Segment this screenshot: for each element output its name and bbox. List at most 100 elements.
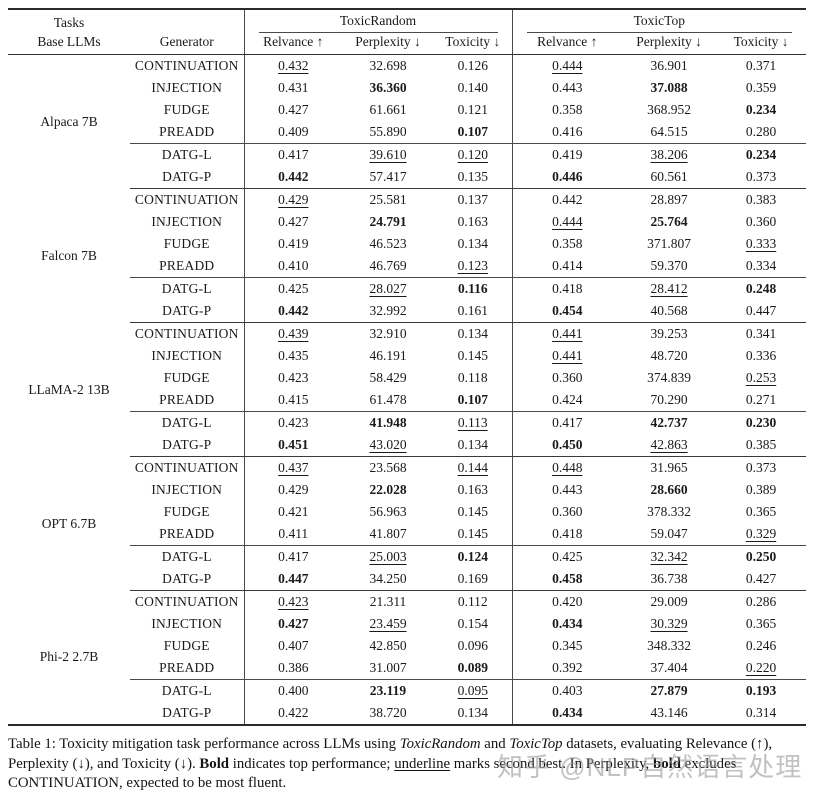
generator-name: INJECTION	[151, 616, 223, 631]
metric-value: 0.392	[511, 657, 623, 680]
metric-value: 0.120	[434, 143, 513, 166]
metric-value: 0.427	[243, 211, 342, 233]
table-row: PREADD 0.409 55.890 0.107 0.416 64.515 0.280	[8, 121, 806, 144]
metric-value: 0.145	[457, 348, 488, 363]
metric-value: 0.193	[716, 679, 807, 702]
metric-value: 0.443	[511, 77, 623, 99]
table-row: DATG-L 0.417 39.610 0.120 0.419 38.206 0.234	[8, 143, 807, 166]
metric-value: 70.290	[650, 392, 688, 407]
metric-value: 0.314	[745, 705, 777, 720]
metric-value: 0.451	[243, 434, 342, 457]
generator-name: CONTINUATION	[134, 192, 239, 207]
header-row-columns: Base LLMs Generator Relvance ↑ Perplexit…	[8, 33, 807, 55]
metric-value: 0.427	[243, 613, 342, 635]
metric-value: 0.447	[243, 568, 342, 591]
table-row: LLaMA-2 13B CONTINUATION 0.439 32.910 0.134 0…	[8, 322, 806, 397]
metric-value: 0.234	[716, 143, 807, 166]
metric-value: 25.581	[369, 192, 407, 207]
generator-name: FUDGE	[163, 236, 210, 251]
metric-value: 55.890	[369, 124, 407, 139]
metric-value: 0.419	[243, 233, 342, 255]
metric-value: 32.342	[622, 545, 717, 568]
metric-value: 36.360	[369, 80, 407, 95]
caption-segment: and	[480, 736, 510, 752]
table-caption: Table 1: Toxicity mitigation task perfor…	[8, 735, 806, 794]
metric-value: 0.271	[745, 392, 777, 407]
metric-value: 0.360	[745, 214, 777, 229]
generator-name: DATG-P	[162, 705, 212, 720]
metric-value: 39.610	[342, 143, 434, 166]
metric-value: 0.450	[511, 434, 623, 457]
metric-value: 0.230	[716, 411, 807, 434]
generator-name: PREADD	[159, 124, 215, 139]
metric-value: 0.425	[511, 545, 623, 568]
metric-value: 0.360	[511, 501, 623, 523]
generator-name: PREADD	[159, 392, 215, 407]
metric-value: 0.443	[511, 479, 623, 501]
metric-value: 28.027	[342, 277, 434, 300]
metric-value: 0.417	[243, 545, 342, 568]
metric-value: 0.360	[511, 367, 623, 389]
metric-value: 0.336	[745, 348, 777, 363]
header-spacer	[130, 9, 244, 33]
metric-value: 57.417	[342, 166, 434, 189]
metric-value: 0.386	[243, 657, 342, 680]
metric-value: 0.424	[511, 389, 623, 412]
metric-value: 0.383	[745, 192, 777, 207]
header-perplexity-toxicrandom: Perplexity ↓	[342, 33, 434, 55]
caption-segment: Bold	[199, 755, 230, 772]
metric-value: 0.418	[511, 277, 623, 300]
metric-value: 0.145	[457, 504, 488, 519]
table-row: PREADD 0.410 46.769 0.123 0.414 59.370 0.334	[8, 255, 806, 278]
metric-value: 61.478	[369, 392, 407, 407]
metric-value: 0.421	[243, 501, 342, 523]
metric-value: 0.415	[243, 389, 342, 412]
header-row-groups: Tasks ToxicRandom ToxicTop	[8, 9, 807, 33]
metric-value: 0.144	[457, 460, 488, 475]
metric-value: 0.134	[434, 434, 513, 457]
header-toxicity-toxicrandom: Toxicity ↓	[434, 33, 513, 55]
metric-value: 0.345	[511, 635, 623, 657]
metric-value: 0.118	[457, 370, 488, 385]
metric-value: 0.107	[457, 392, 488, 407]
metric-value: 0.411	[243, 523, 342, 546]
metric-value: 0.410	[243, 255, 342, 278]
model-name: Alpaca 7B	[40, 113, 98, 129]
table-row: PREADD 0.386 31.007 0.089 0.392 37.404 0.220	[8, 657, 806, 680]
generator-name: DATG-P	[130, 166, 244, 189]
metric-value: 0.423	[243, 411, 342, 434]
metric-value: 41.807	[369, 526, 407, 541]
metric-value: 37.088	[650, 80, 688, 95]
group-label: ToxicRandom	[258, 13, 498, 33]
generator-name: CONTINUATION	[134, 326, 239, 341]
metric-value: 0.441	[511, 345, 623, 367]
generator-name: INJECTION	[151, 214, 223, 229]
metric-value: 29.009	[650, 594, 688, 609]
metric-value: 0.458	[511, 568, 623, 591]
generator-name: DATG-L	[130, 411, 244, 434]
table-row: DATG-P 0.447 34.250 0.169 0.458 36.738 0.427	[8, 568, 807, 591]
table-row: Alpaca 7B CONTINUATION 0.432 32.698 0.126 0.4…	[8, 54, 806, 129]
table-row: DATG-L 0.400 23.119 0.095 0.403 27.879 0.193	[8, 679, 807, 702]
metric-value: 64.515	[650, 124, 688, 139]
metric-value: 0.442	[243, 166, 342, 189]
metric-value: 43.146	[650, 705, 688, 720]
metric-value: 0.169	[434, 568, 513, 591]
generator-name: CONTINUATION	[134, 460, 239, 475]
header-toxicity-toxictop: Toxicity ↓	[716, 33, 807, 55]
metric-value: 0.403	[511, 679, 623, 702]
metric-value: 0.434	[511, 702, 623, 725]
generator-name: FUDGE	[163, 370, 210, 385]
metric-value: 25.764	[650, 214, 688, 229]
metric-value: 0.280	[745, 124, 777, 139]
metric-value: 30.329	[650, 616, 688, 631]
caption-segment: ToxicRandom	[399, 736, 481, 752]
table-row: DATG-L 0.417 25.003 0.124 0.425 32.342 0.250	[8, 545, 807, 568]
caption-segment: underline	[394, 755, 451, 772]
metric-value: 0.286	[745, 594, 777, 609]
metric-value: 0.432	[243, 54, 342, 77]
metric-value: 0.418	[511, 523, 623, 546]
metric-value: 0.365	[745, 504, 777, 519]
table-row: DATG-L 0.425 28.027 0.116 0.418 28.412 0.248	[8, 277, 807, 300]
metric-value: 371.807	[647, 236, 691, 251]
